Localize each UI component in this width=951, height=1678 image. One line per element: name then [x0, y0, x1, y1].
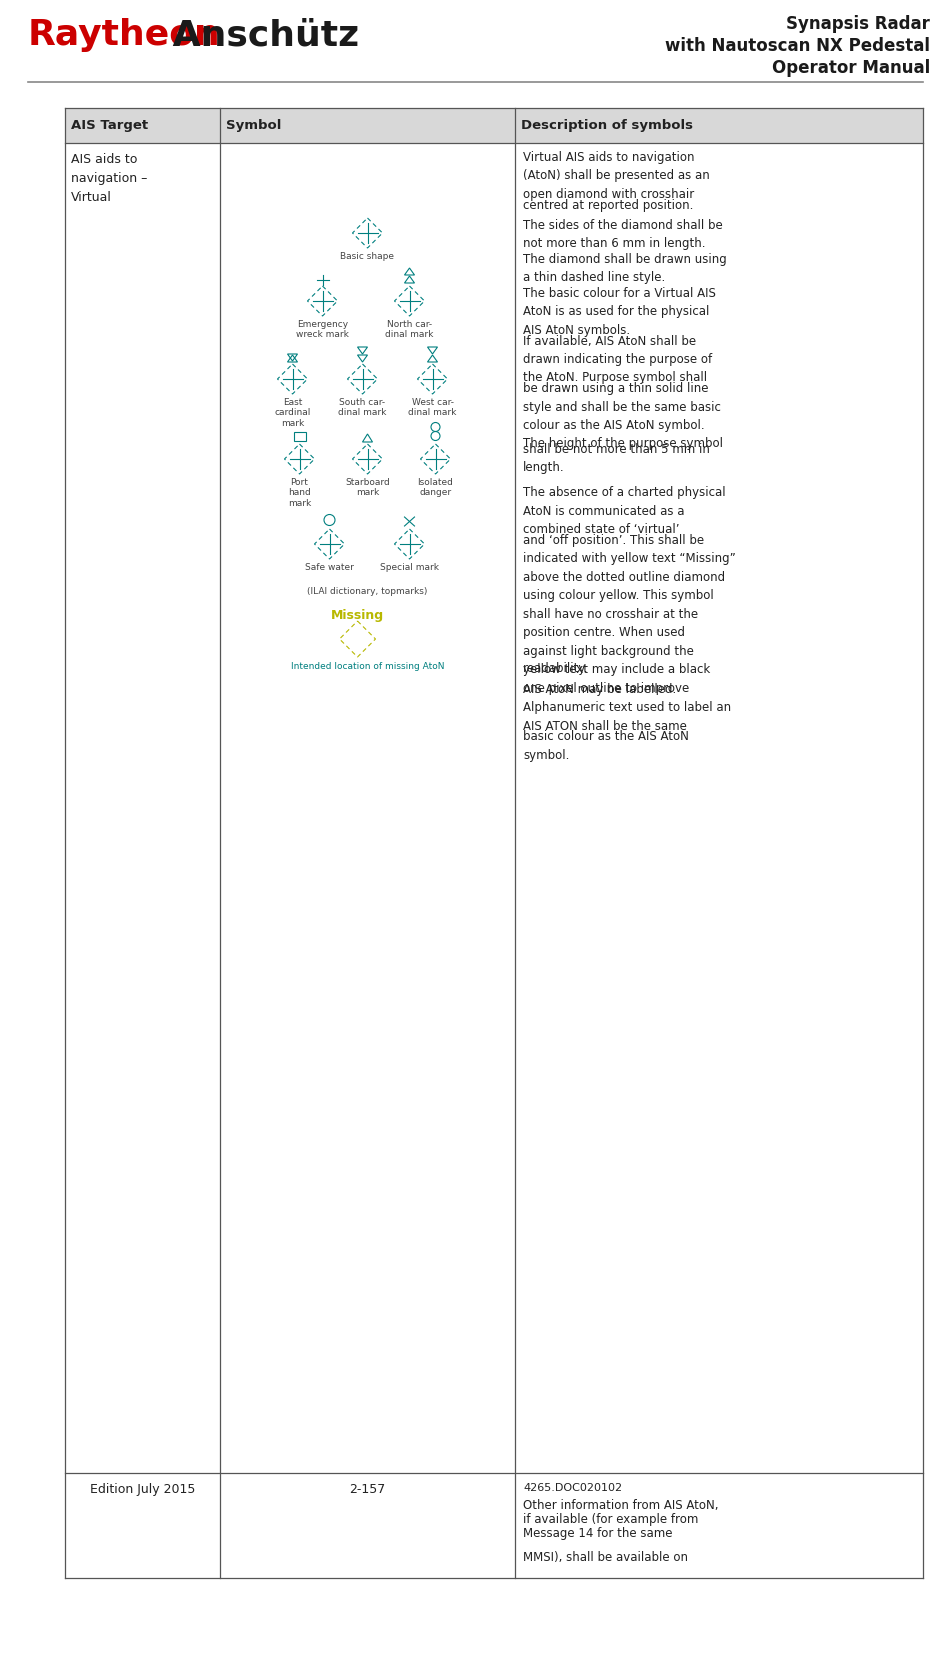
Text: 2-157: 2-157: [349, 1483, 385, 1497]
Text: AIS Target: AIS Target: [71, 119, 148, 133]
Text: Symbol: Symbol: [226, 119, 281, 133]
Text: Emergency
wreck mark: Emergency wreck mark: [296, 320, 349, 339]
Text: be drawn using a thin solid line
style and shall be the same basic
colour as the: be drawn using a thin solid line style a…: [523, 383, 723, 450]
Text: Message 14 for the same: Message 14 for the same: [523, 1527, 672, 1540]
Text: centred at reported position.: centred at reported position.: [523, 198, 693, 211]
Text: (ILAI dictionary, topmarks): (ILAI dictionary, topmarks): [307, 587, 428, 596]
Text: If available, AIS AtoN shall be
drawn indicating the purpose of
the AtoN. Purpos: If available, AIS AtoN shall be drawn in…: [523, 334, 712, 384]
Text: Virtual AIS aids to navigation
(AtoN) shall be presented as an
open diamond with: Virtual AIS aids to navigation (AtoN) sh…: [523, 151, 709, 201]
Text: Special mark: Special mark: [380, 564, 439, 572]
Text: Raytheon: Raytheon: [28, 18, 221, 52]
Text: basic colour as the AIS AtoN
symbol.: basic colour as the AIS AtoN symbol.: [523, 730, 689, 762]
Text: 4265.DOC020102: 4265.DOC020102: [523, 1483, 622, 1493]
Text: and ‘off position’. This shall be
indicated with yellow text “Missing”
above the: and ‘off position’. This shall be indica…: [523, 534, 736, 695]
Text: The sides of the diamond shall be
not more than 6 mm in length.: The sides of the diamond shall be not mo…: [523, 220, 723, 250]
Text: The diamond shall be drawn using
a thin dashed line style.: The diamond shall be drawn using a thin …: [523, 253, 727, 285]
Text: Other information from AIS AtoN,: Other information from AIS AtoN,: [523, 1498, 719, 1512]
Text: The absence of a charted physical
AtoN is communicated as a
combined state of ‘v: The absence of a charted physical AtoN i…: [523, 487, 726, 537]
Text: AIS aids to
navigation –
Virtual: AIS aids to navigation – Virtual: [71, 153, 147, 205]
Text: Starboard
mark: Starboard mark: [345, 478, 390, 497]
Text: Operator Manual: Operator Manual: [772, 59, 930, 77]
Bar: [65, 107, 923, 143]
Text: Basic shape: Basic shape: [340, 252, 395, 262]
Text: readability.: readability.: [523, 663, 589, 676]
Bar: [294, 431, 305, 441]
Text: Synapsis Radar: Synapsis Radar: [786, 15, 930, 34]
Text: Anschütz: Anschütz: [160, 18, 359, 52]
Text: Edition July 2015: Edition July 2015: [89, 1483, 195, 1497]
Text: The basic colour for a Virtual AIS
AtoN is as used for the physical
AIS AtoN sym: The basic colour for a Virtual AIS AtoN …: [523, 287, 716, 337]
Text: Isolated
danger: Isolated danger: [417, 478, 454, 497]
Text: with Nautoscan NX Pedestal: with Nautoscan NX Pedestal: [665, 37, 930, 55]
Text: shall be not more than 5 mm in
length.: shall be not more than 5 mm in length.: [523, 443, 709, 475]
Text: Missing: Missing: [331, 609, 384, 623]
Text: AIS AtoN may be labelled.
Alphanumeric text used to label an
AIS ATON shall be t: AIS AtoN may be labelled. Alphanumeric t…: [523, 683, 731, 733]
Text: Safe water: Safe water: [305, 564, 354, 572]
Text: Port
hand
mark: Port hand mark: [288, 478, 311, 508]
Text: if available (for example from: if available (for example from: [523, 1514, 698, 1525]
Text: MMSI), shall be available on: MMSI), shall be available on: [523, 1550, 688, 1564]
Text: North car-
dinal mark: North car- dinal mark: [385, 320, 434, 339]
Text: Description of symbols: Description of symbols: [521, 119, 693, 133]
Text: Intended location of missing AtoN: Intended location of missing AtoN: [291, 663, 444, 671]
Text: South car-
dinal mark: South car- dinal mark: [339, 398, 387, 418]
Text: East
cardinal
mark: East cardinal mark: [274, 398, 311, 428]
Text: West car-
dinal mark: West car- dinal mark: [408, 398, 456, 418]
